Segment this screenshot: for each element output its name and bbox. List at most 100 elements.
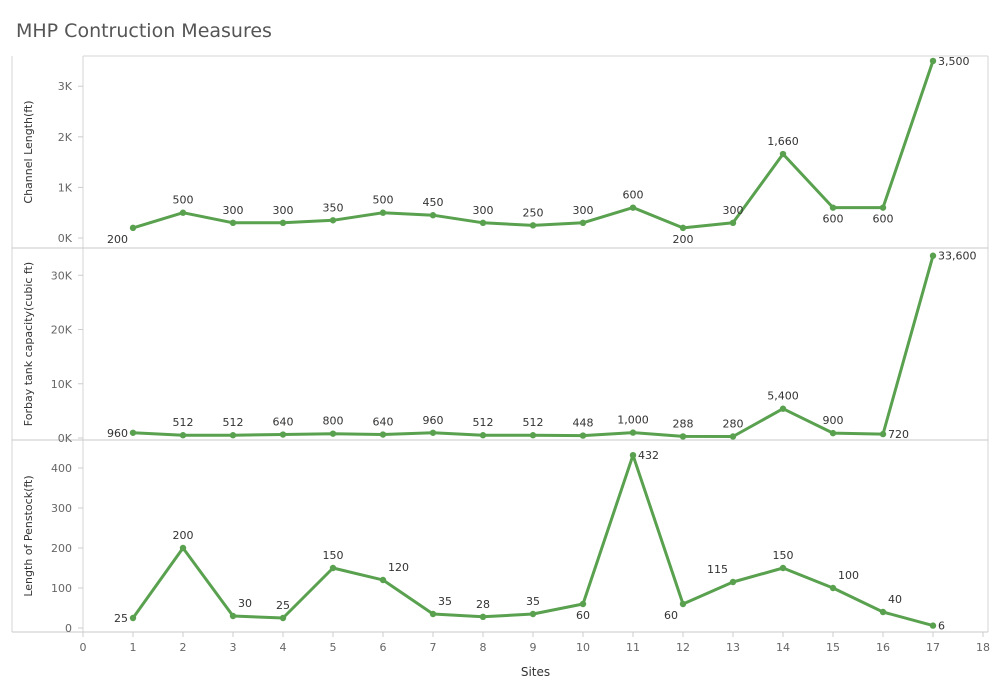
x-axis-title: Sites (521, 665, 550, 679)
data-point (379, 209, 387, 216)
data-label: 448 (573, 417, 594, 430)
data-label: 100 (838, 569, 859, 582)
data-label: 200 (107, 233, 128, 246)
data-point (679, 433, 687, 440)
data-label: 300 (573, 204, 594, 217)
data-label: 3,500 (938, 55, 970, 68)
x-tick-label: 17 (926, 641, 940, 654)
data-point (479, 219, 487, 227)
data-point (129, 224, 137, 232)
y-axis-title: Length of Penstock(ft) (22, 475, 35, 596)
data-point (529, 610, 537, 618)
data-point (779, 564, 787, 572)
data-point (829, 204, 837, 211)
data-label: 600 (873, 213, 894, 226)
data-point (129, 614, 137, 622)
data-point (579, 219, 587, 227)
data-point (829, 584, 837, 592)
y-tick-label: 0 (65, 622, 72, 635)
data-point (329, 564, 337, 572)
data-point (279, 431, 287, 438)
y-tick-label: 20K (51, 324, 73, 337)
data-label: 512 (173, 416, 194, 429)
data-point (129, 429, 137, 436)
data-label: 720 (888, 428, 909, 441)
x-tick-label: 2 (180, 641, 187, 654)
y-axis-title: Forbay tank capacity(cubic ft) (22, 262, 35, 426)
data-label: 960 (423, 414, 444, 427)
data-label: 115 (707, 563, 728, 576)
data-label: 800 (323, 415, 344, 428)
data-label: 5,400 (767, 390, 799, 403)
data-point (479, 613, 487, 620)
data-label: 640 (373, 416, 394, 429)
data-label: 900 (823, 414, 844, 427)
data-point (579, 600, 587, 608)
data-point (629, 429, 637, 436)
chart-title: MHP Contruction Measures (16, 20, 272, 42)
y-tick-label: 0K (58, 232, 73, 245)
data-label: 512 (223, 416, 244, 429)
y-axis-title: Channel Length(ft) (22, 100, 35, 203)
x-tick-label: 13 (726, 641, 740, 654)
data-point (329, 430, 337, 437)
data-label: 450 (423, 196, 444, 209)
y-tick-label: 200 (51, 542, 72, 555)
y-tick-label: 2K (58, 131, 73, 144)
y-tick-label: 30K (51, 269, 73, 282)
data-label: 512 (473, 416, 494, 429)
series-line (131, 254, 935, 438)
data-point (529, 222, 537, 229)
data-point (729, 433, 737, 440)
y-tick-label: 1K (58, 181, 73, 194)
data-point (379, 576, 387, 584)
x-tick-label: 0 (80, 641, 87, 654)
data-point (629, 452, 637, 459)
data-point (329, 217, 337, 224)
data-label: 33,600 (938, 250, 977, 263)
data-point (829, 429, 837, 437)
data-label: 600 (623, 189, 644, 202)
x-tick-label: 6 (380, 641, 387, 654)
data-label: 150 (323, 549, 344, 562)
x-tick-label: 14 (776, 641, 790, 654)
data-point (779, 150, 787, 158)
data-label: 35 (526, 595, 540, 608)
data-point (529, 432, 537, 439)
data-point (679, 600, 687, 608)
data-label: 350 (323, 201, 344, 214)
data-point (779, 405, 787, 412)
x-tick-label: 5 (330, 641, 337, 654)
data-label: 30 (238, 597, 252, 610)
data-point (929, 252, 937, 259)
data-label: 300 (273, 204, 294, 217)
data-point (929, 57, 937, 65)
data-label: 500 (373, 194, 394, 207)
data-label: 600 (823, 213, 844, 226)
data-point (179, 209, 187, 216)
y-tick-label: 10K (51, 378, 73, 391)
data-label: 288 (673, 417, 694, 430)
data-point (179, 432, 187, 439)
data-point (179, 544, 187, 552)
data-label: 640 (273, 416, 294, 429)
x-tick-label: 16 (876, 641, 890, 654)
y-tick-label: 3K (58, 80, 73, 93)
data-point (229, 612, 237, 620)
data-label: 150 (773, 549, 794, 562)
data-label: 512 (523, 416, 544, 429)
data-point (879, 204, 887, 211)
data-label: 120 (388, 561, 409, 574)
data-point (229, 219, 237, 227)
data-point (579, 432, 587, 439)
data-point (929, 622, 937, 629)
data-label: 60 (576, 609, 590, 622)
data-point (879, 430, 887, 438)
data-label: 25 (276, 599, 290, 612)
data-point (279, 614, 287, 622)
data-label: 300 (223, 204, 244, 217)
x-tick-label: 8 (480, 641, 487, 654)
x-tick-label: 3 (230, 641, 237, 654)
data-label: 200 (673, 233, 694, 246)
